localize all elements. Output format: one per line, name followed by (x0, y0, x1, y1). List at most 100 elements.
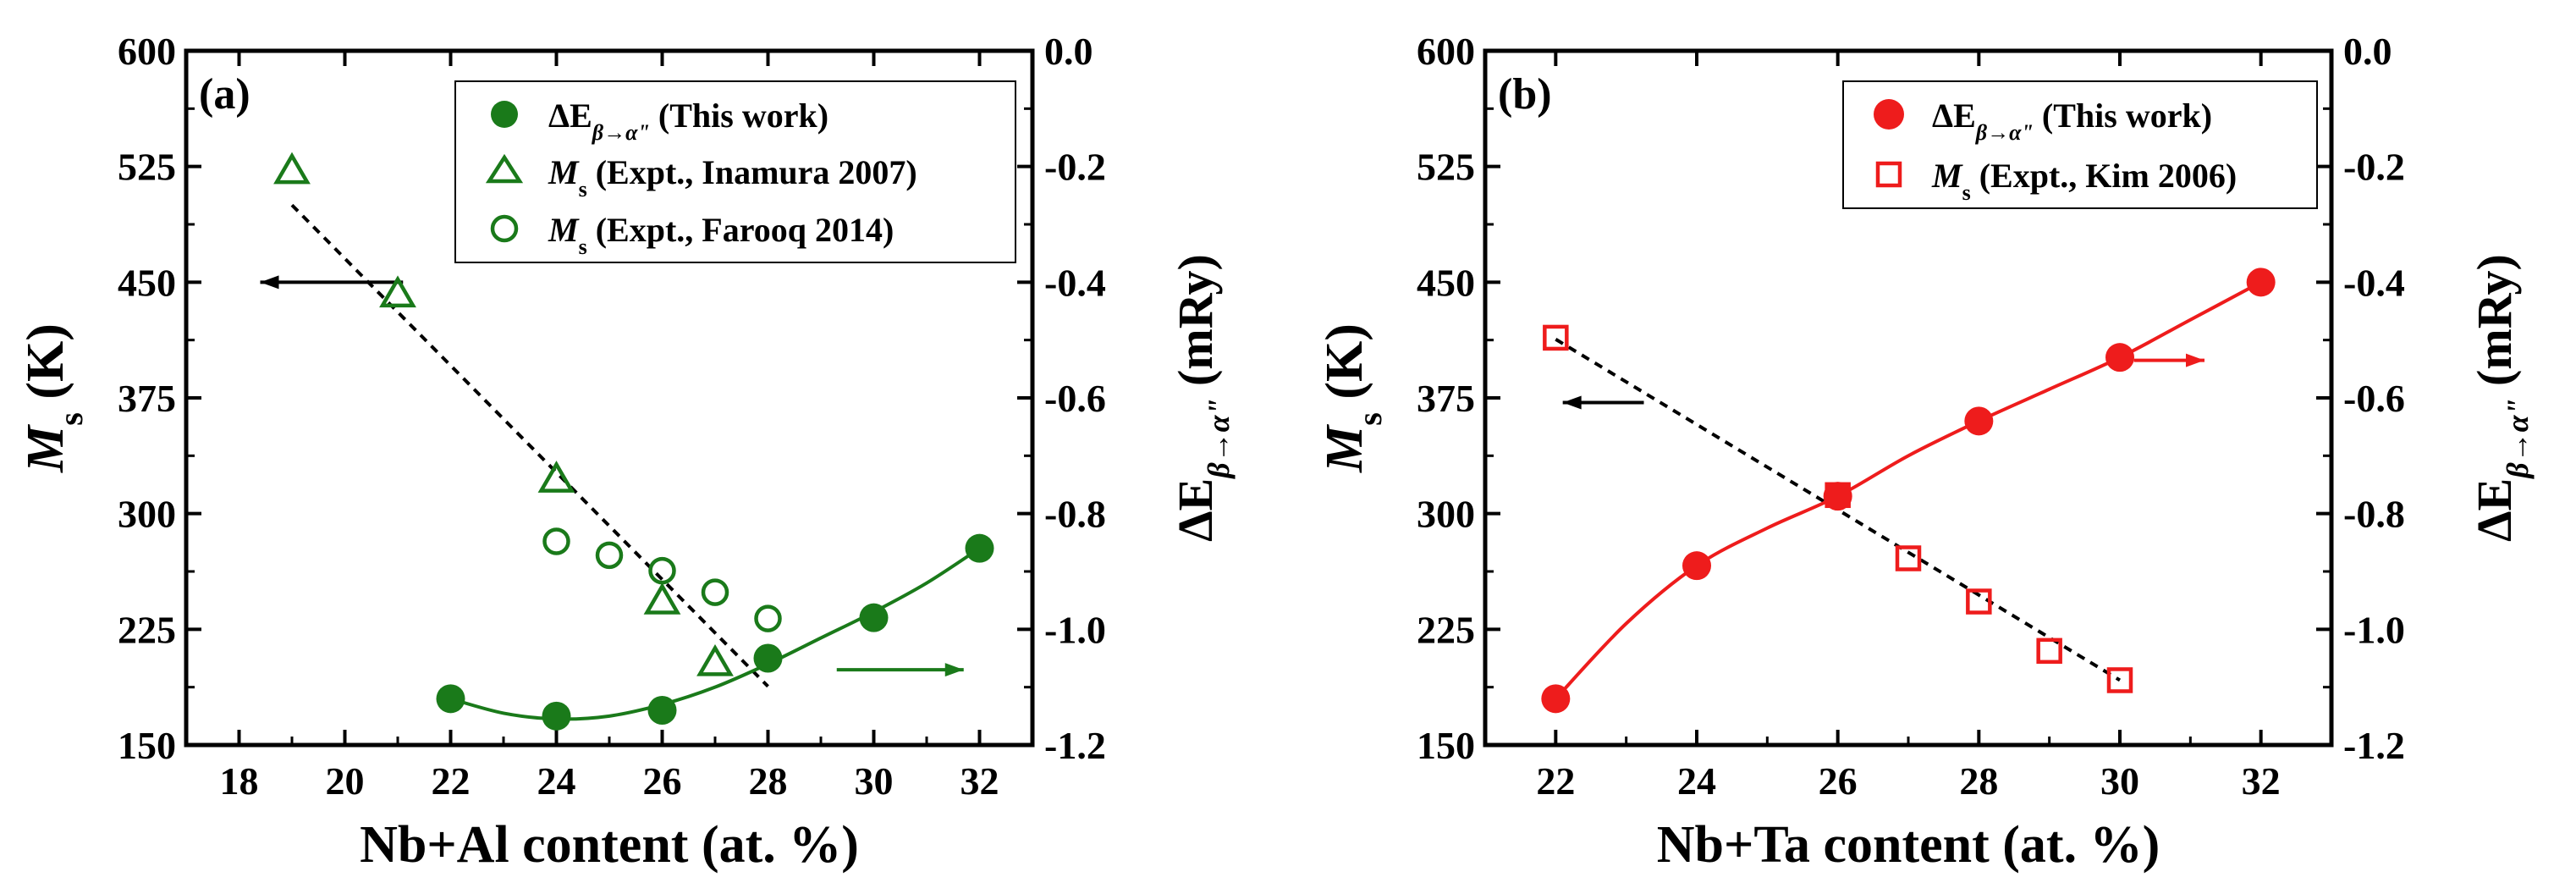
panel-b-point-open-square (1895, 545, 1922, 571)
panel-b-fit-curve (1554, 280, 2262, 700)
panel-b-axis-arrow-head (1562, 395, 1582, 410)
panel-b-point-filled-circle (1682, 551, 1711, 581)
panel-b-x-tick-label: 22 (1536, 759, 1575, 803)
panel-b-point-filled-circle (1541, 684, 1571, 714)
panel-a-point-filled-circle (542, 701, 571, 731)
panel-a-x-tick-label: 24 (537, 759, 576, 803)
panel-b-legend-dE-sub: β→α" (1975, 120, 2034, 145)
panel-a-right-y-tick-label: 0.0 (1044, 30, 1093, 73)
panel-a-x-axis-title: Nb+Al content (at. %) (360, 816, 859, 874)
panel-a-left-y-tick-label: 525 (118, 146, 176, 189)
panel-a-legend-box (454, 80, 1016, 263)
panel-a-plot-marks (260, 152, 994, 731)
panel-a-legend-marker-inamura (485, 153, 524, 184)
panel-a-point-open-circle (754, 604, 782, 632)
panel-a-right-y-tick-label: -0.8 (1044, 493, 1106, 536)
panel-b-axis-arrow-head (2186, 353, 2204, 367)
panel-a-legend-marker-dE (491, 101, 518, 128)
panel-a-legend-entry-dE: ΔEβ→α" (This work) (548, 97, 828, 145)
panel-b-point-open-square (2106, 667, 2133, 693)
panel-a-point-open-triangle (537, 461, 575, 493)
panel-b: (b) 22 24 26 28 30 32 150 225 300 375 450 525 600 -1.… (1316, 30, 2535, 874)
panel-b-left-y-tick-label: 600 (1417, 30, 1475, 73)
panel-a-legend-marker-farooq (490, 214, 519, 243)
panel-b-point-open-square (2036, 637, 2062, 665)
panel-a-legend-farooq-main: M (548, 211, 580, 249)
panel-a-point-open-triangle (696, 643, 734, 676)
panel-a-axis-arrow-head (260, 275, 279, 290)
panel-a-right-y-tick-label: -1.2 (1044, 724, 1106, 767)
panel-a-legend: ΔEβ→α" (This work) Ms (Expt., Inamura 20… (454, 80, 1016, 263)
panel-b-legend: ΔEβ→α" (This work) Ms (Expt., Kim 2006) (1842, 80, 2318, 209)
panel-a-x-tick-label: 20 (326, 759, 365, 803)
panel-a-right-ylabel-sub: β→α" (1202, 398, 1236, 479)
panel-b-right-y-tick-label: -0.4 (2343, 261, 2405, 304)
panel-b-legend-kim-sub: s (1962, 180, 1971, 205)
panel-b-left-ylabel-main: M (1316, 424, 1373, 473)
panel-b-right-y-axis-title: ΔEβ→α" (mRy) (2467, 254, 2535, 542)
panel-b-point-open-square (1543, 324, 1569, 351)
panel-a-point-open-circle (542, 527, 570, 555)
panel-b-legend-dE-main: ΔE (1932, 97, 1976, 135)
panel-b-x-tick-label: 30 (2100, 759, 2139, 803)
panel-a-legend-dE-sub: β→α" (592, 120, 650, 145)
panel-a-point-open-triangle (643, 582, 681, 615)
panel-b-plot-marks (1541, 268, 2276, 714)
panel-b-x-tick-label: 24 (1677, 759, 1716, 803)
panel-b-left-ylabel-sub: s (1351, 412, 1389, 426)
panel-a-dashed-fit-line (290, 203, 769, 688)
panel-a-left-y-tick-label: 450 (118, 261, 176, 304)
panel-b-legend-entry-dE: ΔEβ→α" (This work) (1932, 97, 2212, 145)
panel-b-legend-marker-kim (1875, 161, 1902, 188)
panel-a-right-ylabel-main: ΔE (1168, 478, 1223, 542)
panel-a-right-y-tick-label: -1.0 (1044, 608, 1106, 651)
panel-b-label: (b) (1498, 70, 1552, 119)
panel-a-x-tick-label: 26 (643, 759, 682, 803)
panel-a-legend-dE-suffix: (This work) (650, 97, 828, 135)
panel-a-left-y-tick-label: 300 (118, 493, 176, 536)
panel-a-point-open-circle (648, 556, 676, 585)
panel-a-right-ylabel-rest: (mRy) (1168, 254, 1223, 398)
panel-b-x-tick-label: 32 (2242, 759, 2281, 803)
panel-a: (a) 18 20 22 24 26 28 30 32 150 225 300 375 450 525 60… (17, 30, 1236, 874)
panel-b-legend-kim-main: M (1931, 157, 1963, 195)
panel-b-left-y-tick-label: 375 (1417, 377, 1475, 420)
panel-a-left-ylabel-rest: (K) (17, 323, 74, 412)
panel-a-axis-arrow-head (944, 663, 964, 677)
panel-a-point-open-circle (701, 578, 729, 606)
panel-a-x-tick-label: 22 (432, 759, 471, 803)
panel-b-legend-kim-suffix: (Expt., Kim 2006) (1971, 157, 2237, 195)
panel-b-right-ylabel-main: ΔE (2467, 478, 2522, 542)
panel-b-right-y-tick-label: -0.6 (2343, 377, 2405, 420)
panel-b-point-filled-circle (1964, 406, 1994, 436)
panel-a-left-y-axis-title: Ms (K) (17, 323, 90, 473)
panel-b-right-y-tick-label: -1.2 (2343, 724, 2405, 767)
panel-a-point-open-triangle (379, 275, 416, 308)
panel-a-right-y-tick-label: -0.2 (1044, 146, 1106, 189)
panel-b-left-y-axis-title: Ms (K) (1316, 323, 1389, 473)
panel-b-point-filled-circle (1823, 482, 1852, 511)
panel-b-right-y-tick-label: 0.0 (2343, 30, 2392, 73)
panel-a-left-y-tick-label: 375 (118, 377, 176, 420)
panel-a-point-filled-circle (647, 696, 677, 725)
panel-b-point-filled-circle (2105, 343, 2134, 372)
panel-a-legend-inamura-sub: s (579, 177, 587, 201)
panel-a-point-open-circle (595, 541, 624, 570)
panel-a-legend-inamura-suffix: (Expt., Inamura 2007) (587, 153, 917, 191)
panel-b-left-y-tick-label: 450 (1417, 261, 1475, 304)
panel-a-legend-entry-farooq: Ms (Expt., Farooq 2014) (548, 211, 894, 259)
panel-a-x-tick-label: 30 (855, 759, 894, 803)
panel-b-right-ylabel-rest: (mRy) (2467, 254, 2522, 398)
panel-b-right-y-tick-label: -0.2 (2343, 146, 2405, 189)
panel-a-ticks: 18 20 22 24 26 28 30 32 150 225 300 375 450 525 600 -1.… (118, 30, 1106, 803)
panel-b-right-y-tick-label: -0.8 (2343, 493, 2405, 536)
panel-a-left-ylabel-main: M (17, 424, 74, 473)
panel-b-left-y-tick-label: 225 (1417, 608, 1475, 651)
panel-a-left-y-tick-label: 225 (118, 608, 176, 651)
panel-a-left-y-tick-label: 600 (118, 30, 176, 73)
panel-b-right-ylabel-sub: β→α" (2501, 398, 2535, 479)
panel-b-left-y-tick-label: 150 (1417, 724, 1475, 767)
panel-a-right-y-axis-title: ΔEβ→α" (mRy) (1168, 254, 1236, 542)
panel-a-left-y-tick-label: 150 (118, 724, 176, 767)
